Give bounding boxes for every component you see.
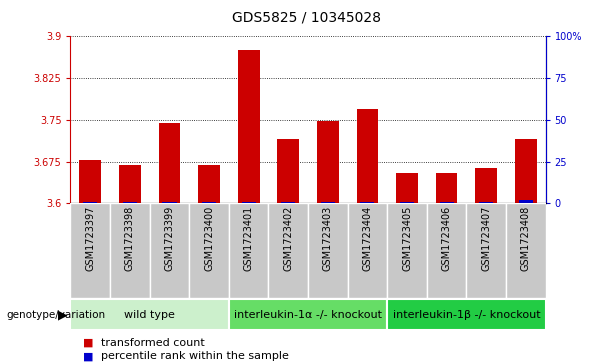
Bar: [159, 123, 180, 203]
Bar: [277, 139, 299, 203]
Bar: [440, 201, 454, 203]
Bar: [436, 173, 457, 203]
Bar: [396, 173, 418, 203]
Text: wild type: wild type: [124, 310, 175, 320]
Bar: [475, 168, 497, 203]
Bar: [150, 203, 189, 298]
Bar: [202, 201, 216, 203]
Bar: [387, 203, 427, 298]
Bar: [519, 200, 533, 203]
Bar: [348, 203, 387, 298]
Bar: [321, 201, 335, 203]
Bar: [515, 139, 536, 203]
Text: interleukin-1β -/- knockout: interleukin-1β -/- knockout: [392, 310, 540, 320]
Bar: [229, 299, 387, 330]
Bar: [466, 203, 506, 298]
Text: genotype/variation: genotype/variation: [6, 310, 105, 320]
Text: GSM1723406: GSM1723406: [441, 206, 452, 272]
Bar: [268, 203, 308, 298]
Bar: [70, 203, 110, 298]
Text: GSM1723407: GSM1723407: [481, 206, 491, 272]
Bar: [479, 201, 493, 203]
Text: GSM1723408: GSM1723408: [521, 206, 531, 272]
Bar: [357, 109, 378, 203]
Text: GSM1723399: GSM1723399: [164, 206, 175, 272]
Bar: [198, 166, 220, 203]
Bar: [281, 201, 295, 203]
Bar: [360, 201, 375, 203]
Bar: [70, 299, 229, 330]
Bar: [506, 203, 546, 298]
Text: GSM1723401: GSM1723401: [243, 206, 254, 272]
Bar: [80, 160, 101, 203]
Bar: [110, 203, 150, 298]
Text: percentile rank within the sample: percentile rank within the sample: [101, 351, 289, 362]
Bar: [242, 201, 256, 203]
Text: ■: ■: [83, 338, 93, 348]
Text: transformed count: transformed count: [101, 338, 205, 348]
Text: ▶: ▶: [58, 309, 67, 321]
Text: GDS5825 / 10345028: GDS5825 / 10345028: [232, 11, 381, 25]
Bar: [229, 203, 268, 298]
Text: ■: ■: [83, 351, 93, 362]
Bar: [238, 50, 259, 203]
Bar: [308, 203, 348, 298]
Text: GSM1723404: GSM1723404: [362, 206, 373, 272]
Text: GSM1723398: GSM1723398: [125, 206, 135, 272]
Text: GSM1723402: GSM1723402: [283, 206, 293, 272]
Text: GSM1723397: GSM1723397: [85, 206, 95, 272]
Text: GSM1723400: GSM1723400: [204, 206, 214, 272]
Bar: [123, 201, 137, 203]
Bar: [162, 201, 177, 203]
Bar: [119, 166, 141, 203]
Text: interleukin-1α -/- knockout: interleukin-1α -/- knockout: [234, 310, 382, 320]
Bar: [83, 201, 97, 203]
Text: GSM1723405: GSM1723405: [402, 206, 412, 272]
Bar: [317, 121, 339, 203]
Bar: [427, 203, 466, 298]
Bar: [387, 299, 546, 330]
Bar: [189, 203, 229, 298]
Bar: [400, 201, 414, 203]
Text: GSM1723403: GSM1723403: [323, 206, 333, 272]
